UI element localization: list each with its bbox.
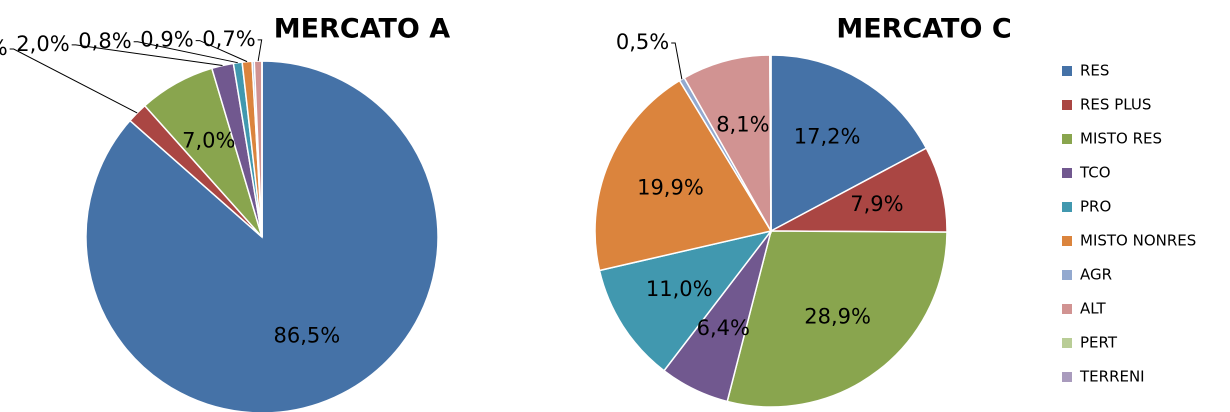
- pie-slice: [770, 54, 928, 233]
- data-label: 7,9%: [850, 192, 903, 216]
- data-label: 17,2%: [794, 124, 861, 148]
- legend-swatch: [1062, 236, 1072, 246]
- pie-slice: [598, 229, 773, 372]
- legend-swatch: [1062, 66, 1072, 76]
- legend-label: TCO: [1079, 164, 1111, 182]
- legend-label: PERT: [1080, 334, 1118, 352]
- legend-swatch: [1062, 372, 1072, 382]
- chart-title: MERCATO C: [836, 14, 1011, 45]
- data-label: 19,9%: [637, 176, 704, 200]
- legend-swatch: [1062, 134, 1072, 144]
- pie-slice: [726, 230, 948, 408]
- leader-line: [71, 44, 223, 66]
- legend-swatch: [1062, 168, 1072, 178]
- leader-line: [195, 40, 248, 63]
- legend-label: AGR: [1080, 266, 1112, 284]
- data-label: 0,5%: [616, 30, 669, 54]
- legend-label: TERRENI: [1079, 368, 1145, 386]
- legend-label: RES PLUS: [1080, 96, 1151, 114]
- data-label: 11,0%: [646, 277, 713, 301]
- chart-title: MERCATO A: [274, 14, 450, 45]
- data-label: 1,9%: [0, 36, 8, 60]
- legend-swatch: [1062, 100, 1072, 110]
- data-label: 6,4%: [697, 316, 750, 340]
- legend-label: PRO: [1080, 198, 1111, 216]
- data-label: 28,9%: [804, 304, 871, 328]
- pie-slice: [683, 54, 772, 234]
- data-label: 8,1%: [716, 113, 769, 137]
- leader-line: [133, 41, 238, 64]
- data-label: 86,5%: [274, 323, 341, 347]
- leader-line: [9, 48, 138, 114]
- legend-label: MISTO NONRES: [1080, 232, 1196, 250]
- pie-slice: [769, 54, 772, 232]
- leader-line: [671, 42, 683, 80]
- legend-label: ALT: [1080, 300, 1107, 318]
- data-label: 0,7%: [202, 27, 255, 51]
- legend-swatch: [1062, 202, 1072, 212]
- legend-label: RES: [1080, 62, 1109, 80]
- legend-swatch: [1062, 304, 1072, 314]
- legend-label: MISTO RES: [1080, 130, 1162, 148]
- data-label: 7,0%: [182, 129, 235, 153]
- legend-swatch: [1062, 270, 1072, 280]
- data-label: 2,0%: [16, 32, 69, 56]
- legend-swatch: [1062, 338, 1072, 348]
- leader-line: [257, 39, 263, 62]
- pie-slice: [594, 79, 773, 272]
